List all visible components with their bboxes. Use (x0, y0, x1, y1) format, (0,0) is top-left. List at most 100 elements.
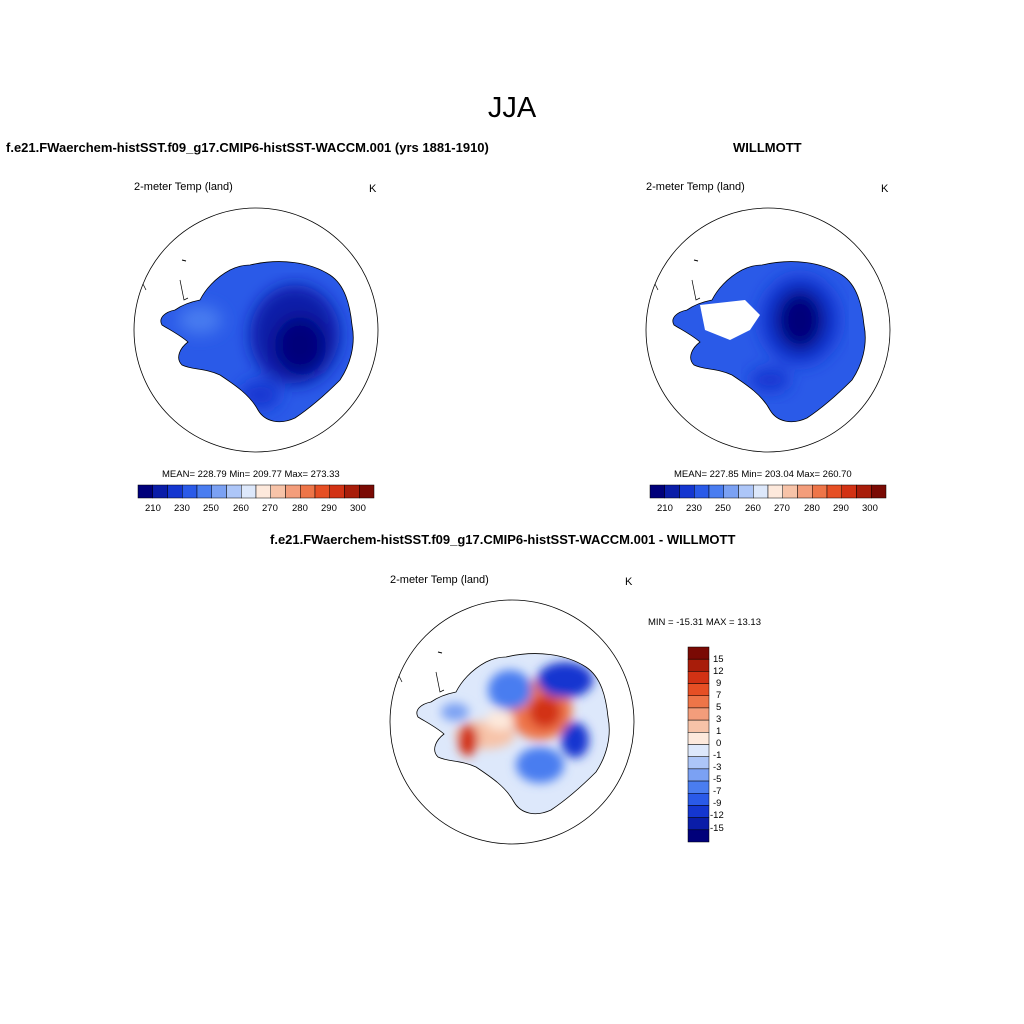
colorbar-swatch (226, 484, 242, 499)
panel-2-colorbar (649, 484, 887, 499)
colorbar-swatch (359, 484, 375, 499)
panel-1-case-title: f.e21.FWaerchem-histSST.f09_g17.CMIP6-hi… (6, 140, 489, 155)
cbar1-tick: 260 (233, 503, 249, 514)
colorbar-swatch (708, 484, 724, 499)
cbar3-tick: 12 (713, 666, 724, 677)
colorbar-swatch (753, 484, 769, 499)
panel-1-variable-label: 2-meter Temp (land) (134, 181, 233, 193)
colorbar-swatch (841, 484, 857, 499)
colorbar-swatch (241, 484, 257, 499)
colorbar-swatch (664, 484, 680, 499)
cbar3-tick: -7 (713, 786, 722, 797)
colorbar-swatch (687, 695, 710, 709)
colorbar-swatch (687, 817, 710, 831)
panel-3-colorbar (687, 646, 710, 843)
panel-2-variable-label: 2-meter Temp (land) (646, 181, 745, 193)
cbar2-tick: 270 (774, 503, 790, 514)
cbar1-tick: 270 (262, 503, 278, 514)
colorbar-swatch (687, 744, 710, 757)
cbar3-tick: -3 (713, 762, 722, 773)
colorbar-swatch (687, 793, 710, 806)
cbar3-tick: 0 (716, 738, 722, 749)
cbar1-tick: 230 (174, 503, 190, 514)
panel-1-peninsula-islands (179, 279, 189, 301)
colorbar-swatch (687, 780, 710, 794)
colorbar-swatch (329, 484, 345, 499)
cbar3-tick: -15 (710, 823, 724, 834)
colorbar-swatch (314, 484, 330, 499)
colorbar-swatch (152, 484, 168, 499)
cbar2-tick: 300 (862, 503, 878, 514)
cbar1-tick: 280 (292, 503, 308, 514)
cbar3-tick: -5 (713, 774, 722, 785)
season-title: JJA (487, 92, 537, 124)
cbar2-tick: 260 (745, 503, 761, 514)
cbar2-tick: 290 (833, 503, 849, 514)
cbar3-tick: 7 (716, 690, 722, 701)
colorbar-swatch (182, 484, 198, 499)
panel-3-case-title: f.e21.FWaerchem-histSST.f09_g17.CMIP6-hi… (270, 532, 736, 547)
cbar2-tick: 280 (804, 503, 820, 514)
cbar3-tick: 3 (716, 714, 722, 725)
panel-3-units: K (625, 576, 633, 588)
panel-1-map (133, 207, 379, 453)
colorbar-swatch (687, 719, 710, 733)
panel-3-map (389, 599, 635, 845)
colorbar-swatch (856, 484, 872, 499)
cbar3-tick: 15 (713, 654, 724, 665)
colorbar-swatch (300, 484, 316, 499)
panel-3-stats: MIN = -15.31 MAX = 13.13 (648, 617, 762, 628)
cbar2-tick: 250 (715, 503, 731, 514)
cbar2-tick: 210 (657, 503, 673, 514)
colorbar-swatch (826, 484, 842, 499)
colorbar-swatch (687, 805, 710, 818)
cbar3-tick: 1 (716, 726, 722, 737)
colorbar-swatch (694, 484, 710, 499)
colorbar-swatch (649, 484, 665, 499)
cbar3-tick: 9 (716, 678, 722, 689)
colorbar-swatch (687, 683, 710, 696)
colorbar-swatch (679, 484, 695, 499)
colorbar-swatch (871, 484, 887, 499)
cbar1-tick: 250 (203, 503, 219, 514)
cbar1-tick: 210 (145, 503, 161, 514)
colorbar-swatch (344, 484, 360, 499)
colorbar-swatch (211, 484, 227, 499)
colorbar-swatch (687, 671, 710, 684)
colorbar-swatch (767, 484, 783, 499)
colorbar-swatch (255, 484, 271, 499)
colorbar-swatch (285, 484, 301, 499)
cbar2-tick: 230 (686, 503, 702, 514)
colorbar-swatch (687, 768, 710, 782)
colorbar-swatch (687, 658, 710, 672)
colorbar-swatch (812, 484, 828, 499)
colorbar-swatch (687, 756, 710, 770)
panel-2-units: K (881, 183, 889, 195)
colorbar-swatch (137, 484, 153, 499)
panel-1-units: K (369, 183, 377, 195)
colorbar-swatch (270, 484, 286, 499)
colorbar-swatch (797, 484, 813, 499)
cbar3-tick: 5 (716, 702, 722, 713)
cbar1-tick: 300 (350, 503, 366, 514)
panel-2-case-title: WILLMOTT (733, 140, 802, 155)
colorbar-swatch (687, 732, 710, 745)
panel-2-map (645, 207, 891, 453)
colorbar-swatch (782, 484, 798, 499)
cbar3-tick: -12 (710, 810, 724, 821)
cbar1-tick: 290 (321, 503, 337, 514)
panel-3-variable-label: 2-meter Temp (land) (390, 574, 489, 586)
colorbar-swatch (687, 707, 710, 721)
colorbar-swatch (167, 484, 183, 499)
cbar3-tick: -1 (713, 750, 722, 761)
panel-1-stats: MEAN= 228.79 Min= 209.77 Max= 273.33 (162, 469, 340, 480)
colorbar-swatch (723, 484, 739, 499)
colorbar-swatch (196, 484, 212, 499)
panel-1-colorbar (137, 484, 375, 499)
colorbar-swatch (687, 646, 710, 660)
panel-2-stats: MEAN= 227.85 Min= 203.04 Max= 260.70 (674, 469, 852, 480)
cbar3-tick: -9 (713, 798, 722, 809)
colorbar-swatch (687, 829, 710, 843)
colorbar-swatch (738, 484, 754, 499)
